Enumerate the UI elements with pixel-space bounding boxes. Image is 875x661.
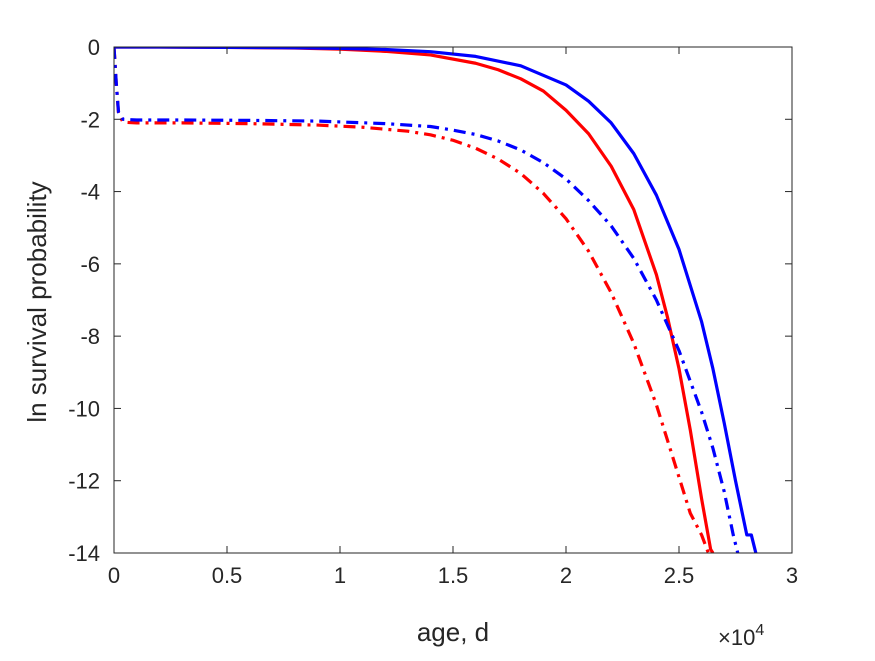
x-axis-multiplier-base: ×10 xyxy=(718,625,755,650)
x-tick-label: 3 xyxy=(786,563,798,588)
y-tick-label: -10 xyxy=(68,396,100,421)
x-tick-label: 2 xyxy=(560,563,572,588)
y-tick-label: 0 xyxy=(88,35,100,60)
x-tick-label: 1 xyxy=(334,563,346,588)
x-tick-label: 0 xyxy=(108,563,120,588)
series-line-1-solid xyxy=(114,47,715,553)
series-line-3-dashdot xyxy=(114,47,710,553)
series-line-2-solid xyxy=(114,47,758,553)
series-line-4-dashdot xyxy=(114,47,740,553)
y-tick-label: -6 xyxy=(80,252,100,277)
y-tick-label: -14 xyxy=(68,541,100,566)
x-axis-multiplier: ×104 xyxy=(718,622,764,650)
x-axis-label: age, d xyxy=(417,617,489,647)
y-tick-label: -12 xyxy=(68,469,100,494)
y-tick-label: -2 xyxy=(80,107,100,132)
y-tick-label: -4 xyxy=(80,180,100,205)
x-tick-label: 1.5 xyxy=(438,563,469,588)
y-axis-label: ln survival probability xyxy=(22,181,52,422)
x-axis-multiplier-exponent: 4 xyxy=(755,622,764,639)
series-layer xyxy=(114,47,758,553)
y-tick-label: -8 xyxy=(80,324,100,349)
x-tick-label: 2.5 xyxy=(664,563,695,588)
ticks-layer: 0 0.5 1 1.5 2 2.5 3 0 -2 -4 -6 -8 -10 -12 -14 xyxy=(68,35,798,588)
x-tick-label: 0.5 xyxy=(212,563,243,588)
